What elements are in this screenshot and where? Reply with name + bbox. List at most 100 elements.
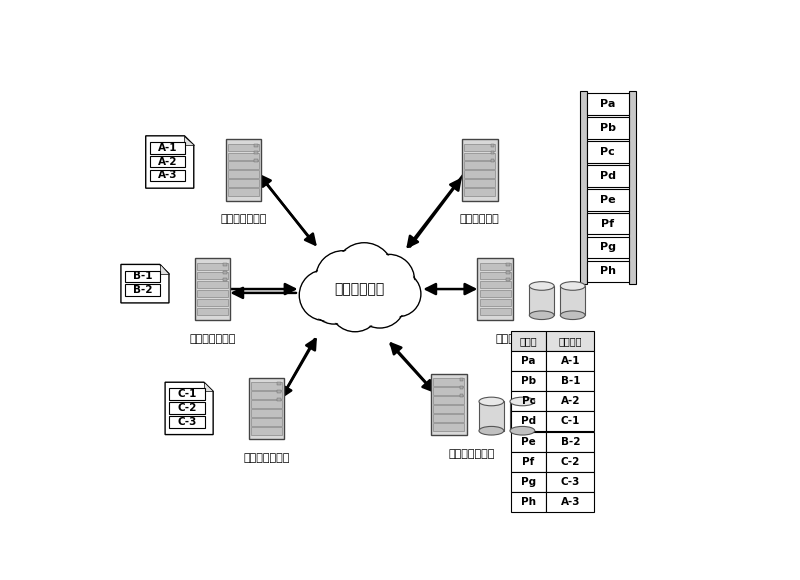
Text: 文件存储服务器: 文件存储服务器 xyxy=(495,334,542,344)
Circle shape xyxy=(316,251,370,305)
Bar xyxy=(197,272,228,280)
Ellipse shape xyxy=(510,426,534,435)
Text: Pg: Pg xyxy=(600,242,616,252)
Circle shape xyxy=(311,278,357,324)
Text: Pa: Pa xyxy=(600,99,615,109)
Bar xyxy=(586,260,629,282)
Bar xyxy=(197,308,228,315)
Text: Pa: Pa xyxy=(522,357,536,367)
Text: A-1: A-1 xyxy=(561,357,580,367)
Bar xyxy=(249,378,285,439)
Bar xyxy=(434,423,464,431)
Bar xyxy=(546,432,594,451)
Bar xyxy=(510,392,546,411)
Bar xyxy=(480,290,510,298)
Bar xyxy=(278,398,282,401)
Text: Pb: Pb xyxy=(600,123,616,133)
Bar xyxy=(464,153,495,160)
Bar xyxy=(480,308,510,315)
Text: 文件访问服务器: 文件访问服务器 xyxy=(189,334,235,344)
Polygon shape xyxy=(146,136,194,188)
Bar xyxy=(546,411,594,432)
Bar xyxy=(251,409,282,416)
Text: Pd: Pd xyxy=(521,416,536,426)
Bar xyxy=(459,386,463,389)
Ellipse shape xyxy=(560,282,585,290)
Text: 文件访问服务器: 文件访问服务器 xyxy=(243,453,290,463)
Text: C-3: C-3 xyxy=(177,417,197,427)
Bar xyxy=(490,143,494,147)
Bar xyxy=(586,117,629,139)
Bar xyxy=(490,151,494,154)
Text: C-2: C-2 xyxy=(561,456,580,466)
Bar xyxy=(169,403,205,414)
Bar xyxy=(464,161,495,169)
Bar xyxy=(586,165,629,187)
Circle shape xyxy=(330,281,381,332)
Text: B-1: B-1 xyxy=(133,271,152,281)
Polygon shape xyxy=(121,264,169,303)
Bar xyxy=(251,400,282,408)
Bar xyxy=(254,159,258,162)
Bar xyxy=(510,401,534,431)
Bar xyxy=(560,286,585,316)
Bar xyxy=(530,286,554,316)
Bar xyxy=(197,290,228,298)
Bar xyxy=(490,159,494,162)
Text: Ph: Ph xyxy=(600,266,616,276)
Bar xyxy=(462,139,498,201)
Bar xyxy=(586,189,629,211)
Text: 元数据服务器: 元数据服务器 xyxy=(460,215,500,224)
Text: Pe: Pe xyxy=(522,437,536,447)
Bar xyxy=(506,263,510,266)
Text: C-1: C-1 xyxy=(561,416,580,426)
Circle shape xyxy=(301,271,350,320)
Bar xyxy=(480,263,510,270)
Text: A-1: A-1 xyxy=(158,143,177,153)
Polygon shape xyxy=(165,382,213,434)
Bar xyxy=(459,378,463,382)
Ellipse shape xyxy=(510,397,534,406)
Bar xyxy=(228,171,259,178)
Circle shape xyxy=(363,255,414,305)
Bar xyxy=(278,382,282,385)
Ellipse shape xyxy=(479,426,504,435)
Bar xyxy=(464,179,495,187)
Bar xyxy=(125,270,161,282)
Text: 文件访问服务器: 文件访问服务器 xyxy=(220,215,266,224)
Bar xyxy=(478,258,513,320)
Bar xyxy=(228,143,259,151)
Bar xyxy=(150,170,186,182)
Text: B-1: B-1 xyxy=(561,376,580,386)
Text: Pd: Pd xyxy=(600,171,616,181)
Bar xyxy=(464,171,495,178)
Bar xyxy=(169,416,205,427)
Text: Pc: Pc xyxy=(600,147,615,157)
Text: 数据内容: 数据内容 xyxy=(558,336,582,346)
Bar xyxy=(629,91,635,284)
Circle shape xyxy=(354,277,406,328)
Bar xyxy=(546,392,594,411)
Bar xyxy=(546,331,594,351)
Bar xyxy=(223,270,227,274)
Bar xyxy=(459,394,463,397)
Text: A-3: A-3 xyxy=(158,171,177,180)
Bar xyxy=(546,351,594,371)
Text: B-2: B-2 xyxy=(133,285,152,295)
Text: Pg: Pg xyxy=(521,477,536,487)
Bar xyxy=(480,272,510,280)
Circle shape xyxy=(312,280,356,323)
Ellipse shape xyxy=(530,311,554,320)
Bar xyxy=(586,93,629,115)
Circle shape xyxy=(330,282,379,331)
Text: 文件存储服务器: 文件存储服务器 xyxy=(449,449,495,459)
Bar xyxy=(251,391,282,398)
Bar xyxy=(586,141,629,163)
Bar xyxy=(228,161,259,169)
Bar xyxy=(228,179,259,187)
Text: Pf: Pf xyxy=(522,456,534,466)
Bar xyxy=(506,278,510,281)
Text: 物理块: 物理块 xyxy=(520,336,538,346)
Text: C-3: C-3 xyxy=(561,477,580,487)
Text: 内部互连网络: 内部互连网络 xyxy=(334,282,385,296)
